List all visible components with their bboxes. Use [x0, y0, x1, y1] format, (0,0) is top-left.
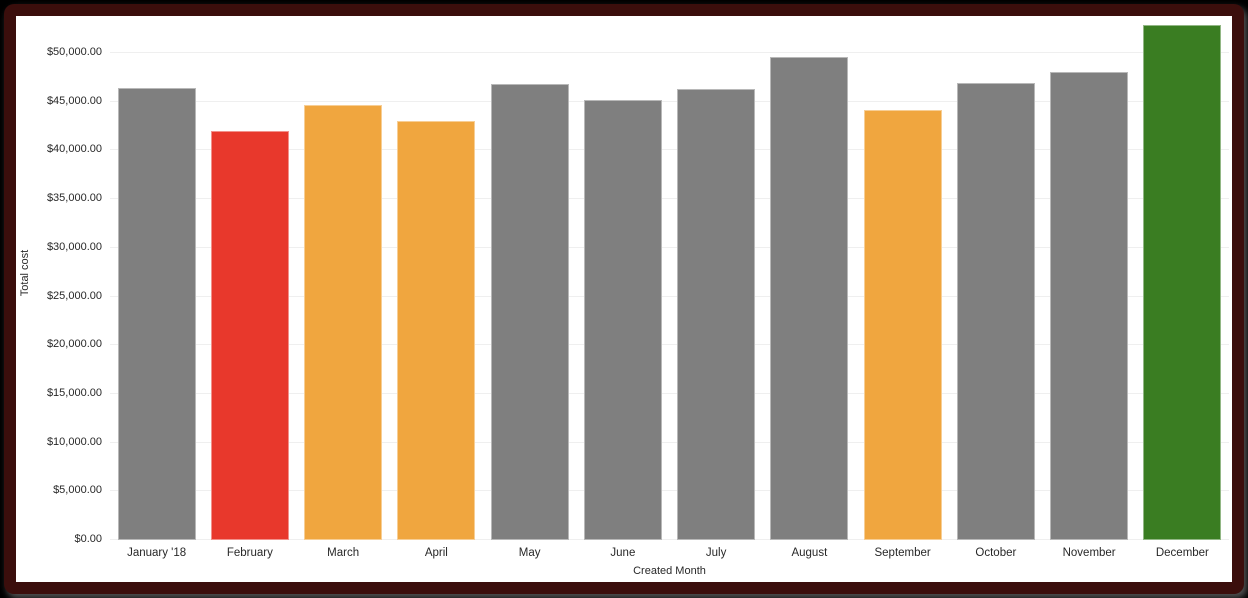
bar-band [297, 24, 390, 540]
y-tick-label: $45,000.00 [46, 94, 102, 107]
plot-area [110, 24, 1229, 540]
gridline [110, 52, 1229, 53]
gridline [110, 539, 1229, 540]
chart-frame: Total cost $0.00 $5,000.00 $10,000.00 $15,0… [4, 4, 1244, 594]
bar-september[interactable] [863, 110, 942, 540]
x-tick-label: March [327, 547, 360, 559]
gridline [110, 149, 1229, 151]
x-axis-tick-labels: January '18 February March April May June July… [110, 547, 1229, 559]
gridline [110, 198, 1229, 200]
bar-july[interactable] [677, 89, 756, 540]
bar-band [110, 24, 203, 540]
x-tick-label: August [791, 547, 828, 559]
bar-december[interactable] [1143, 25, 1222, 540]
x-tick-label: December [1155, 547, 1209, 559]
y-tick-label: $50,000.00 [46, 46, 102, 58]
y-tick-label: $5,000.00 [53, 484, 102, 497]
gridline [110, 441, 1229, 443]
x-tick-label: September [874, 547, 931, 559]
gridline [110, 490, 1229, 492]
y-tick-label: $35,000.00 [46, 192, 102, 205]
bar-band [483, 24, 576, 540]
x-tick-label: April [424, 547, 448, 559]
y-tick-label: $25,000.00 [46, 289, 102, 302]
x-tick-label: October [975, 547, 1017, 559]
gridline [110, 295, 1229, 297]
y-tick-label: $20,000.00 [46, 338, 102, 351]
bar-band [390, 24, 483, 540]
bar-january-18[interactable] [117, 88, 196, 540]
x-tick-label: May [518, 547, 541, 559]
bar-band [1043, 24, 1136, 540]
bar-november[interactable] [1050, 72, 1129, 540]
bar-may[interactable] [490, 84, 569, 540]
gridline [110, 392, 1229, 394]
bar-band [576, 24, 669, 540]
bars-container [110, 24, 1229, 540]
bar-chart: Total cost $0.00 $5,000.00 $10,000.00 $15,0… [16, 16, 1232, 582]
x-tick-label: February [226, 547, 273, 559]
y-tick-label: $15,000.00 [46, 386, 102, 399]
bar-band [949, 24, 1042, 540]
bar-band [856, 24, 949, 540]
y-tick-label: $10,000.00 [46, 435, 102, 448]
y-tick-label: $0.00 [74, 533, 102, 545]
bar-band [1136, 24, 1229, 540]
y-tick-label: $40,000.00 [46, 143, 102, 156]
x-tick-label: November [1062, 547, 1116, 559]
bar-february[interactable] [210, 131, 289, 540]
x-axis-title: Created Month [633, 565, 706, 577]
bar-band [670, 24, 763, 540]
gridline [110, 344, 1229, 346]
bar-band [203, 24, 296, 540]
gridline [110, 246, 1229, 248]
bar-band [763, 24, 856, 540]
gridline [110, 100, 1229, 102]
y-tick-label: $30,000.00 [46, 240, 102, 253]
bar-april[interactable] [397, 121, 476, 540]
bar-june[interactable] [583, 100, 662, 540]
x-tick-label: July [705, 547, 727, 559]
x-tick-label: January '18 [127, 547, 187, 559]
x-tick-label: June [610, 547, 636, 559]
bar-august[interactable] [770, 57, 849, 540]
bar-october[interactable] [956, 83, 1035, 540]
bar-march[interactable] [304, 105, 383, 540]
